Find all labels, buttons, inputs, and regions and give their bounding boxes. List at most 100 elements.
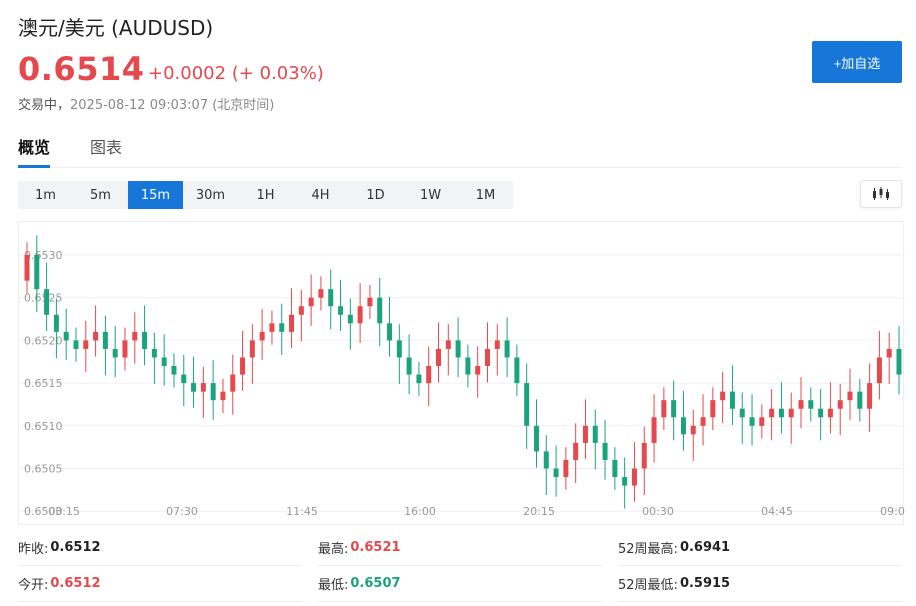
stat-high: 最高: 0.6521 (318, 530, 602, 566)
candle-body (338, 306, 344, 315)
add-watchlist-button[interactable]: +加自选 (812, 41, 902, 83)
candle-body (602, 442, 608, 460)
candle-body (63, 331, 69, 341)
x-tick-label: 20:15 (523, 505, 555, 518)
candle-body (739, 408, 745, 418)
candle-body (857, 391, 863, 409)
candle-body (769, 408, 775, 418)
update-timestamp: 2025-08-12 09:03:07 (北京时间) (70, 98, 275, 113)
candle-body (573, 442, 579, 460)
candle-body (328, 289, 334, 307)
candle-body (465, 357, 471, 375)
stat-prev-close: 昨收: 0.6512 (18, 530, 302, 566)
candle-body (406, 357, 412, 375)
stat-value: 0.6512 (50, 576, 101, 591)
page-title: 澳元/美元 (AUDUSD) (18, 16, 214, 40)
candle-body (886, 348, 892, 358)
candle-body (455, 340, 461, 358)
candle-body (289, 314, 295, 332)
stat-52w-low: 52周最低: 0.5915 (618, 566, 902, 602)
candle-body (622, 477, 628, 486)
candle-body (720, 391, 726, 401)
candle-body (436, 348, 442, 367)
period-1w[interactable]: 1W (419, 187, 442, 203)
candle-body (142, 331, 148, 349)
x-tick-label: 03:15 (48, 505, 80, 518)
y-tick-label: 0.6525 (24, 292, 63, 305)
candle-body (778, 408, 784, 418)
candlestick-chart: 0.6530 0.6525 0.6520 0.6515 0.6510 0.6505 0.65… (19, 235, 905, 518)
candle-body (661, 400, 667, 418)
period-selector: 1m 5m 15m 30m 1H 4H 1D 1W 1M (18, 181, 513, 209)
candlestick-icon (873, 187, 889, 200)
period-1mo[interactable]: 1M (475, 187, 496, 203)
y-tick-label: 0.6515 (24, 377, 63, 390)
candle-body (220, 391, 226, 401)
stat-label: 最高: (318, 542, 349, 557)
candle-body (788, 408, 794, 418)
candle-body (200, 383, 206, 392)
x-tick-label: 00:30 (642, 505, 674, 518)
tab-chart[interactable]: 图表 (90, 138, 123, 157)
candle-body (808, 400, 814, 409)
candle-body (563, 459, 569, 478)
candle-body (592, 425, 598, 443)
candle-body (759, 417, 765, 426)
tab-overview[interactable]: 概览 (18, 134, 51, 168)
y-tick-label: 0.6520 (24, 334, 63, 347)
candle-body (53, 314, 59, 332)
candle-body (24, 255, 30, 281)
period-30m[interactable]: 30m (195, 187, 226, 203)
candle-body (818, 408, 824, 418)
tab-bar: 概览 图表 (18, 134, 902, 168)
x-tick-label: 07:30 (166, 505, 198, 518)
candle-body (367, 297, 373, 307)
candle-body (318, 289, 324, 298)
candle-body (729, 391, 735, 409)
period-4h[interactable]: 4H (311, 187, 330, 203)
stat-low: 最低: 0.6507 (318, 566, 602, 602)
candle-body (631, 468, 637, 486)
candle-body (259, 331, 265, 341)
candle-body (34, 255, 40, 290)
status-label: 交易中， (18, 98, 71, 113)
price-chart[interactable]: 0.6530 0.6525 0.6520 0.6515 0.6510 0.6505 0.65… (18, 221, 905, 525)
candle-body (867, 383, 873, 409)
x-tick-label: 11:45 (286, 505, 318, 518)
candle-body (700, 417, 706, 426)
candle-body (612, 459, 618, 478)
trading-status: 交易中，2025-08-12 09:03:07 (北京时间) (18, 94, 274, 113)
period-1d[interactable]: 1D (366, 187, 385, 203)
candle-body (524, 383, 530, 426)
chart-type-button[interactable] (860, 180, 902, 208)
candle-body (837, 400, 843, 409)
period-5m[interactable]: 5m (90, 187, 111, 203)
period-15m[interactable]: 15m (128, 181, 183, 209)
candle-body (582, 425, 588, 443)
period-1h[interactable]: 1H (256, 187, 275, 203)
candle-body (240, 357, 246, 375)
current-price: 0.6514 (18, 50, 145, 88)
candle-body (387, 323, 393, 341)
candle-body (896, 348, 902, 375)
candle-body (651, 417, 657, 443)
stat-label: 52周最高: (618, 542, 678, 557)
candle-body (641, 442, 647, 469)
candle-body (475, 366, 481, 375)
x-tick-label: 09:00 (880, 505, 905, 518)
candle-body (876, 357, 882, 384)
stat-label: 今开: (18, 578, 49, 593)
candle-body (798, 400, 804, 409)
candle-body (249, 340, 255, 358)
stat-value: 0.6521 (350, 540, 401, 555)
y-tick-label: 0.6500 (24, 505, 63, 518)
stat-label: 52周最低: (618, 578, 678, 593)
stat-value: 0.6941 (679, 540, 731, 555)
candle-body (710, 400, 716, 418)
candle-body (543, 451, 549, 469)
period-1m[interactable]: 1m (35, 187, 56, 203)
price-change: +0.0002 (+ 0.03%) (148, 63, 324, 84)
candle-body (396, 340, 402, 358)
y-tick-label: 0.6530 (24, 249, 63, 262)
stat-value: 0.6512 (50, 540, 101, 555)
